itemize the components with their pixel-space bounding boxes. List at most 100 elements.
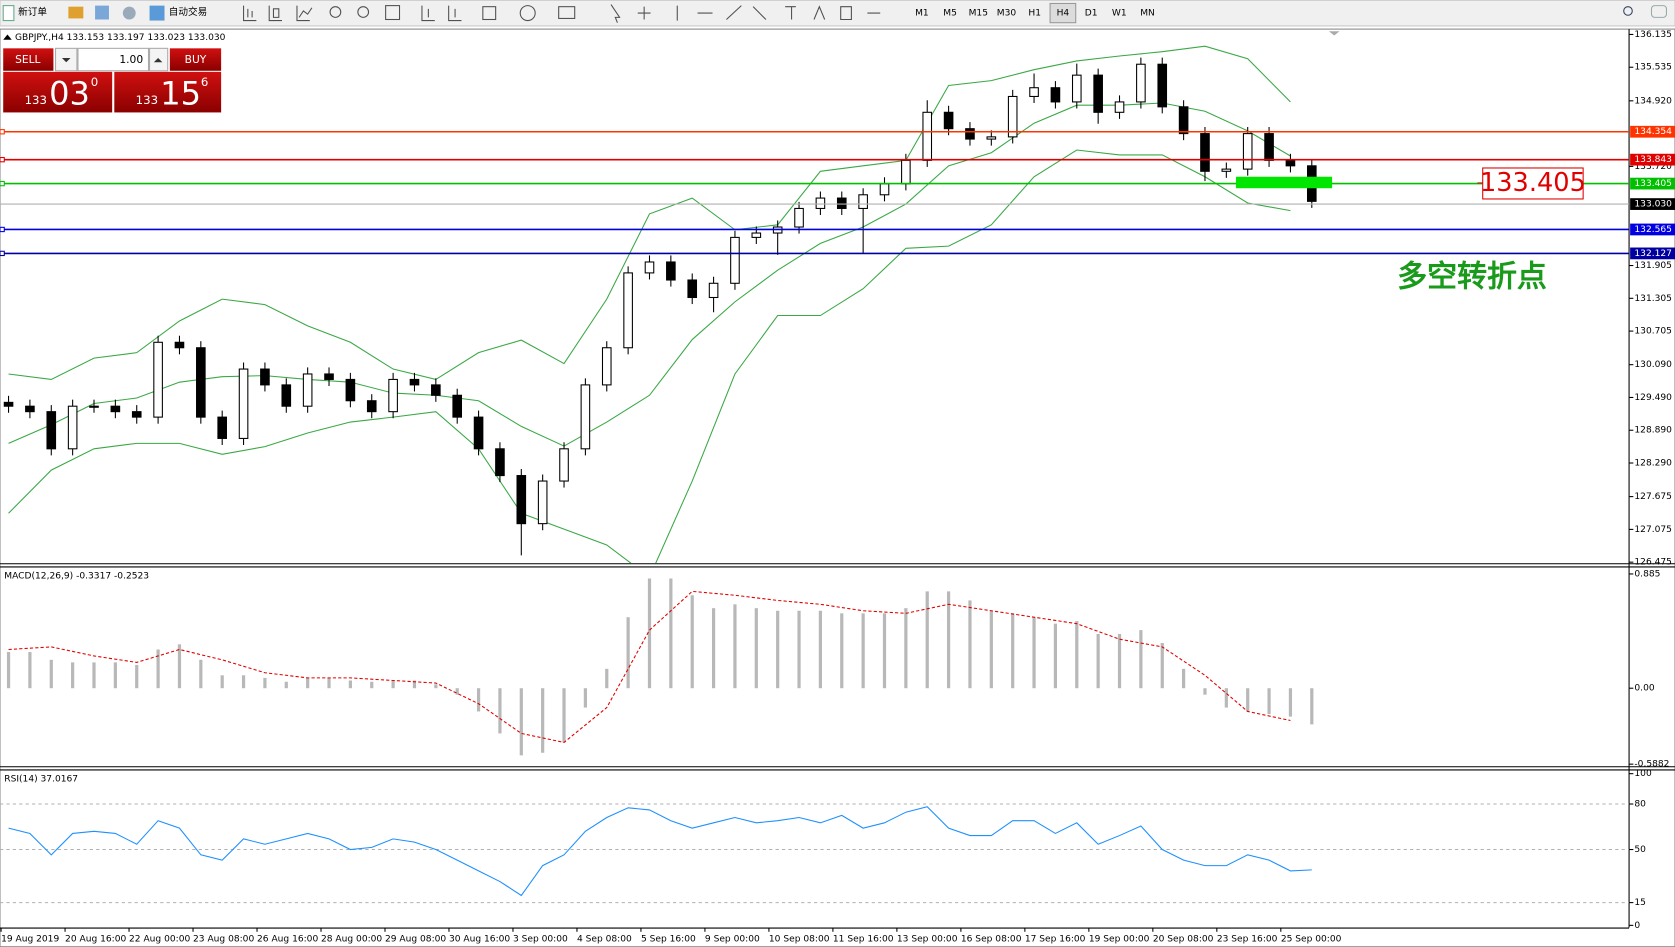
candle-body xyxy=(601,347,612,386)
timeframe-button[interactable]: H1 xyxy=(1028,9,1041,19)
macd-bar xyxy=(754,608,758,689)
sell-price-big: 133 xyxy=(25,93,47,107)
icon[interactable] xyxy=(610,4,881,23)
candle-body xyxy=(708,282,719,299)
buy-price-point: 6 xyxy=(201,75,208,89)
timeframe-button[interactable]: H4 xyxy=(1057,9,1070,19)
candle-body xyxy=(452,394,463,418)
y-tick-label: 134.920 xyxy=(1634,96,1672,106)
macd-bar xyxy=(71,662,75,689)
icon[interactable] xyxy=(122,6,136,20)
highlight-zone xyxy=(1235,176,1333,189)
buy-label: BUY xyxy=(185,53,207,66)
icon[interactable] xyxy=(68,6,84,19)
timeframe-button[interactable]: W1 xyxy=(1112,9,1127,19)
buy-price-main: 15 xyxy=(160,74,201,112)
icon[interactable] xyxy=(357,6,370,18)
icon[interactable] xyxy=(268,5,283,22)
bollinger-upper xyxy=(8,45,1291,381)
rsi-plot xyxy=(0,803,1630,904)
timeframe-button[interactable]: MN xyxy=(1140,9,1155,19)
active-timeframe xyxy=(1049,2,1077,24)
x-tick-label: 28 Aug 00:00 xyxy=(321,935,382,945)
candle-body xyxy=(687,279,698,299)
candle-body xyxy=(131,411,142,418)
macd-bar xyxy=(968,600,972,689)
candle-body xyxy=(409,378,420,386)
macd-bar xyxy=(797,610,801,689)
y-tick-label: 130.090 xyxy=(1634,360,1672,370)
icon[interactable] xyxy=(2,5,15,22)
macd-bar xyxy=(840,613,844,689)
timeframe-button[interactable]: M5 xyxy=(943,9,957,19)
level-handle xyxy=(0,250,5,257)
shift-marker xyxy=(1328,31,1340,36)
level-handle xyxy=(0,129,5,135)
icon[interactable] xyxy=(385,5,401,21)
sell-price-box[interactable] xyxy=(3,71,113,113)
timeframe-button[interactable]: D1 xyxy=(1085,9,1098,19)
y-tick-label: 128.890 xyxy=(1634,426,1672,436)
candle-body xyxy=(238,368,249,439)
y-tick-label: 0.885 xyxy=(1634,569,1660,579)
buy-button[interactable] xyxy=(169,48,222,71)
macd-bar xyxy=(306,677,310,689)
y-tick-label: 136.135 xyxy=(1634,30,1672,40)
icon[interactable] xyxy=(243,5,257,22)
icon[interactable] xyxy=(558,6,576,19)
symbol-header: GBPJPY.,H4 133.153 133.197 133.023 133.0… xyxy=(15,33,226,43)
macd-bar xyxy=(434,684,438,689)
x-tick-label: 26 Aug 16:00 xyxy=(257,935,318,945)
candle-body xyxy=(943,111,954,130)
buy-price-box[interactable] xyxy=(114,71,222,113)
level-label: 133.405 xyxy=(1634,179,1672,189)
rsi-header: RSI(14) 37.0167 xyxy=(4,775,78,785)
timeframe-button[interactable]: M15 xyxy=(969,9,988,19)
candle-body xyxy=(217,416,228,439)
lots-value: 1.00 xyxy=(119,53,143,66)
collapse[interactable] xyxy=(3,34,12,40)
y-tick-label: -0.5882 xyxy=(1634,760,1669,770)
icon[interactable] xyxy=(519,5,536,22)
candle-body xyxy=(794,207,804,228)
auto-trading[interactable]: 自动交易 xyxy=(169,6,207,18)
x-tick-label: 22 Aug 00:00 xyxy=(129,935,190,945)
price-plot xyxy=(0,45,1630,564)
sell-price-point: 0 xyxy=(91,75,98,89)
icon[interactable] xyxy=(296,5,313,22)
candle-body xyxy=(366,400,377,413)
candle-body xyxy=(89,405,99,408)
icon[interactable] xyxy=(95,5,109,20)
search[interactable] xyxy=(1623,6,1633,16)
level-handle xyxy=(0,226,5,233)
macd-bar xyxy=(1224,688,1228,708)
macd-bar xyxy=(583,688,587,708)
lots-input[interactable] xyxy=(77,47,150,72)
icon[interactable] xyxy=(149,5,165,21)
y-tick-label: 131.305 xyxy=(1634,294,1672,304)
candle-body xyxy=(815,197,826,209)
icon[interactable] xyxy=(482,6,497,21)
candle-body xyxy=(879,183,890,196)
macd-bar xyxy=(348,680,352,689)
candle-body xyxy=(922,111,933,161)
timeframe-button[interactable]: M30 xyxy=(997,9,1017,19)
macd-bar xyxy=(1267,688,1271,715)
macd-bar xyxy=(199,659,203,689)
new-order[interactable]: 新订单 xyxy=(18,6,47,18)
sell-button[interactable] xyxy=(3,48,54,71)
chat[interactable] xyxy=(1650,5,1667,18)
level-handle xyxy=(0,156,5,163)
icon[interactable] xyxy=(421,5,462,22)
macd-bar xyxy=(818,610,823,689)
candle-body xyxy=(495,448,505,477)
y-tick-label: 0.00 xyxy=(1634,684,1654,694)
candle-body xyxy=(1007,95,1018,138)
icon[interactable] xyxy=(329,6,342,18)
y-tick-label: 126.475 xyxy=(1634,558,1672,568)
timeframe-button[interactable]: M1 xyxy=(915,9,929,19)
candle-body xyxy=(388,378,398,413)
candle-body xyxy=(537,480,548,525)
